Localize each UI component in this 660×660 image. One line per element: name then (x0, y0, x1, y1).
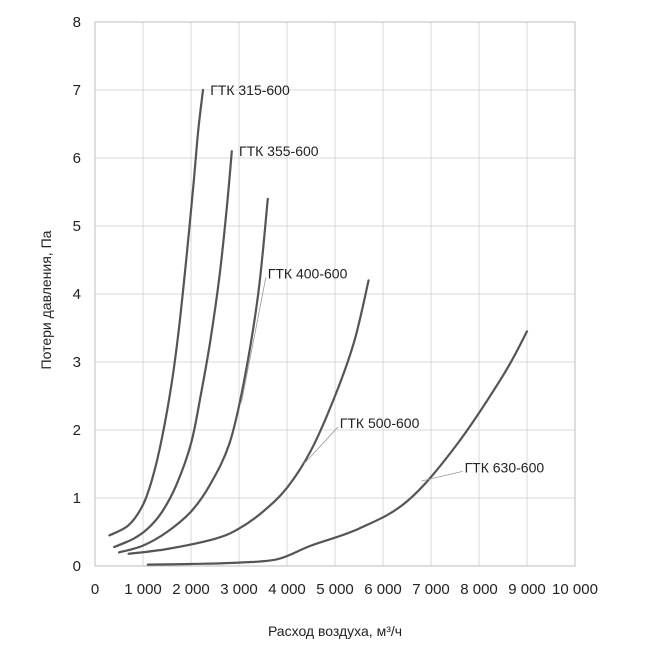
series-line (117, 197, 269, 554)
series-label: ГТК 630-600 (465, 459, 545, 475)
series-labels: ГТК 315-600 ГТК 355-600 ГТК 400-600 ГТК 500… (210, 82, 545, 482)
series-label: ГТК 500-600 (340, 415, 420, 431)
x-tick-label: 6 000 (364, 581, 402, 598)
x-tick-label: 8 000 (460, 581, 498, 598)
y-tick-labels: 0 1 2 3 4 5 6 7 8 (73, 14, 81, 575)
x-tick-label: 2 000 (172, 581, 210, 598)
x-tick-label: 3 000 (220, 581, 258, 598)
x-tick-label: 1 000 (124, 581, 162, 598)
y-tick-label: 6 (73, 150, 81, 167)
series-label: ГТК 400-600 (268, 266, 348, 282)
y-tick-label: 2 (73, 422, 81, 439)
plot-area (94, 21, 576, 567)
x-tick-label: 0 (91, 581, 99, 598)
series-line (113, 150, 233, 549)
x-tick-labels: 0 1 000 2 000 3 000 4 000 5 000 6 000 7 000 8 00… (91, 581, 598, 598)
y-tick-label: 1 (73, 490, 81, 507)
y-tick-label: 5 (73, 218, 81, 235)
y-tick-label: 8 (73, 14, 81, 31)
series-line (127, 279, 370, 555)
label-leader-line (421, 471, 463, 482)
y-tick-label: 0 (73, 558, 81, 575)
y-tick-label: 7 (73, 82, 81, 99)
series-curves (108, 88, 529, 566)
x-tick-label: 5 000 (316, 581, 354, 598)
x-axis-title: Расход воздуха, м³/ч (268, 623, 402, 639)
series-line (146, 330, 529, 566)
x-tick-label: 9 000 (508, 581, 546, 598)
label-leader-line (241, 277, 267, 403)
x-tick-label: 4 000 (268, 581, 306, 598)
x-tick-label: 7 000 (412, 581, 450, 598)
y-tick-label: 3 (73, 354, 81, 371)
label-leader-line (303, 426, 339, 465)
series-line (108, 88, 205, 537)
grid (94, 21, 576, 567)
series-label: ГТК 315-600 (210, 82, 290, 98)
series-label: ГТК 355-600 (239, 143, 319, 159)
y-axis-title: Потери давления, Па (38, 230, 54, 369)
y-tick-label: 4 (73, 286, 81, 303)
x-tick-label: 10 000 (552, 581, 598, 598)
